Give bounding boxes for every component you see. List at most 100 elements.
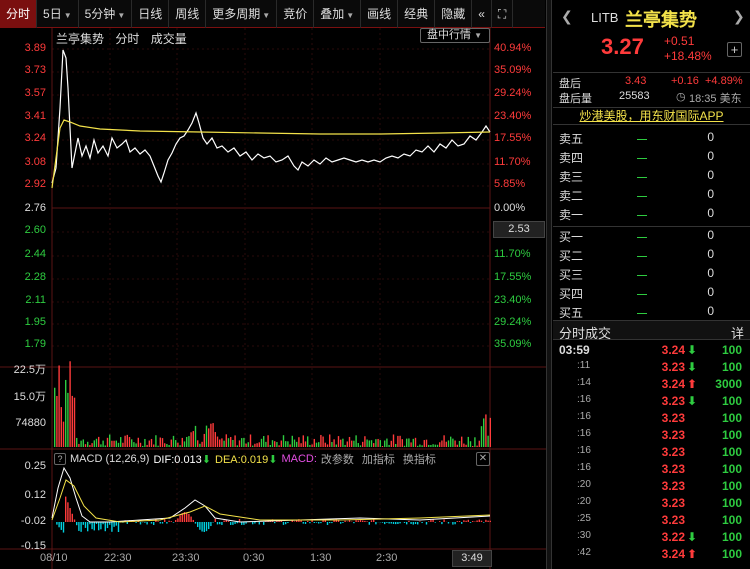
macd-tick: -0.02 — [20, 515, 46, 527]
volume-bar — [381, 445, 384, 447]
time-tick: 2:30 — [376, 552, 398, 564]
switch-indicator-link[interactable]: 换指标 — [402, 454, 436, 466]
macd-bar — [201, 522, 203, 532]
help-icon[interactable]: ? — [54, 453, 66, 465]
volume-bar — [153, 444, 155, 447]
tab-period-0[interactable]: 分时 — [0, 0, 38, 28]
collapse-icon[interactable]: « — [472, 0, 492, 28]
volume-bar — [65, 379, 67, 447]
volume-bar — [333, 439, 335, 447]
trade-price: 3.24 — [661, 343, 685, 357]
volume-bar — [421, 445, 423, 447]
trade-volume: 100 — [721, 394, 742, 408]
add-watchlist-button[interactable]: + — [727, 42, 742, 57]
macd-bar — [223, 520, 225, 522]
add-indicator-link[interactable]: 加指标 — [361, 454, 395, 466]
bid-qty: 0 — [707, 228, 714, 242]
percent-tick: 40.94% — [494, 42, 532, 54]
ask-row: 卖一 0 — [553, 206, 750, 225]
trade-time: :25 — [577, 513, 591, 524]
bid-qty: 0 — [707, 266, 714, 280]
trades-detail-button[interactable]: 详 — [730, 326, 744, 341]
market-session-label: 盘中行情 — [427, 29, 471, 41]
volume-bar — [423, 440, 425, 447]
volume-bar — [414, 437, 417, 447]
tab-period-7[interactable]: 叠加 ▼ — [314, 0, 362, 28]
trades-title: 分时成交 — [559, 326, 612, 341]
tab-label: 隐藏 — [441, 7, 466, 21]
close-icon[interactable]: ✕ — [476, 452, 490, 466]
volume-bar — [115, 440, 117, 447]
price-tick: 2.76 — [24, 202, 46, 214]
tab-period-3[interactable]: 日线 — [132, 0, 170, 28]
macd-bar — [210, 522, 212, 527]
macd-bar — [408, 520, 410, 522]
tab-period-4[interactable]: 周线 — [169, 0, 207, 28]
price-tick: 3.89 — [24, 42, 46, 54]
panel-splitter[interactable] — [546, 0, 552, 569]
volume-bar — [190, 432, 192, 447]
tab-label: 日线 — [138, 7, 163, 21]
volume-bar — [69, 361, 71, 447]
chart-area[interactable] — [0, 28, 546, 569]
chevron-left-icon[interactable]: ❮ — [561, 8, 573, 24]
empty-price-dash — [637, 215, 647, 216]
macd-bar — [175, 519, 177, 522]
price-tick: 2.44 — [24, 248, 46, 260]
volume-bar — [483, 418, 485, 447]
market-session-dropdown[interactable]: 盘中行情 ▼ — [420, 28, 490, 43]
ask-label: 卖二 — [559, 189, 584, 203]
volume-bar — [489, 417, 491, 447]
volume-bar — [291, 435, 293, 447]
bid-qty: 0 — [707, 247, 714, 261]
volume-bar — [458, 440, 461, 447]
tab-period-2[interactable]: 5分钟 ▼ — [79, 0, 133, 28]
time-tick: 0:30 — [243, 552, 265, 564]
macd-bar — [135, 522, 137, 523]
volume-bar — [170, 439, 172, 447]
macd-bar — [337, 520, 340, 522]
macd-bar — [230, 522, 232, 525]
macd-bar — [236, 522, 238, 524]
volume-bar — [441, 440, 443, 447]
time-tick: 23:30 — [172, 552, 200, 564]
percent-tick: 29.24% — [494, 316, 532, 328]
macd-bar — [208, 522, 210, 530]
macd-bar — [329, 522, 331, 524]
bid-label: 买一 — [559, 230, 584, 244]
trade-time: :16 — [577, 411, 591, 422]
fullscreen-icon[interactable]: ⛶ — [492, 0, 514, 28]
tab-period-5[interactable]: 更多周期 ▼ — [206, 0, 278, 28]
volume-bar — [197, 440, 199, 447]
volume-bar — [304, 441, 307, 447]
tab-period-10[interactable]: 隐藏 — [435, 0, 473, 28]
chevron-right-icon[interactable]: ❯ — [733, 8, 745, 24]
trade-row: :20 3.23 100 — [553, 496, 750, 512]
volume-bar — [161, 438, 164, 447]
bid-row: 买一 0 — [553, 228, 750, 247]
macd-bar — [456, 521, 458, 522]
dif-label: DIF: — [153, 453, 175, 466]
tab-period-6[interactable]: 竞价 — [277, 0, 315, 28]
trade-price: 3.23 — [661, 445, 685, 459]
tab-period-9[interactable]: 经典 — [398, 0, 436, 28]
trade-price: 3.23 — [661, 428, 685, 442]
dea-line — [51, 479, 491, 523]
volume-bar — [430, 445, 432, 447]
trade-row: :14 3.24 ⬆ 3000 — [553, 377, 750, 393]
bid-row: 买五 0 — [553, 304, 750, 323]
tab-period-8[interactable]: 画线 — [361, 0, 399, 28]
macd-bar — [386, 522, 388, 523]
tab-period-1[interactable]: 5日 ▼ — [37, 0, 79, 28]
macd-bar — [245, 522, 247, 524]
change-params-link[interactable]: 改参数 — [320, 454, 354, 466]
average-price-line — [51, 119, 491, 189]
time-tick: 08/10 — [40, 552, 68, 564]
price-tick: 3.24 — [24, 132, 46, 144]
trade-row: :11 3.23 ⬇ 100 — [553, 360, 750, 376]
volume-bar — [452, 438, 454, 447]
volume-bar — [346, 441, 348, 447]
promo-banner[interactable]: 炒港美股，用东财国际APP — [553, 107, 750, 125]
volume-bar — [428, 444, 430, 447]
percent-tick: 0.00% — [494, 202, 526, 214]
